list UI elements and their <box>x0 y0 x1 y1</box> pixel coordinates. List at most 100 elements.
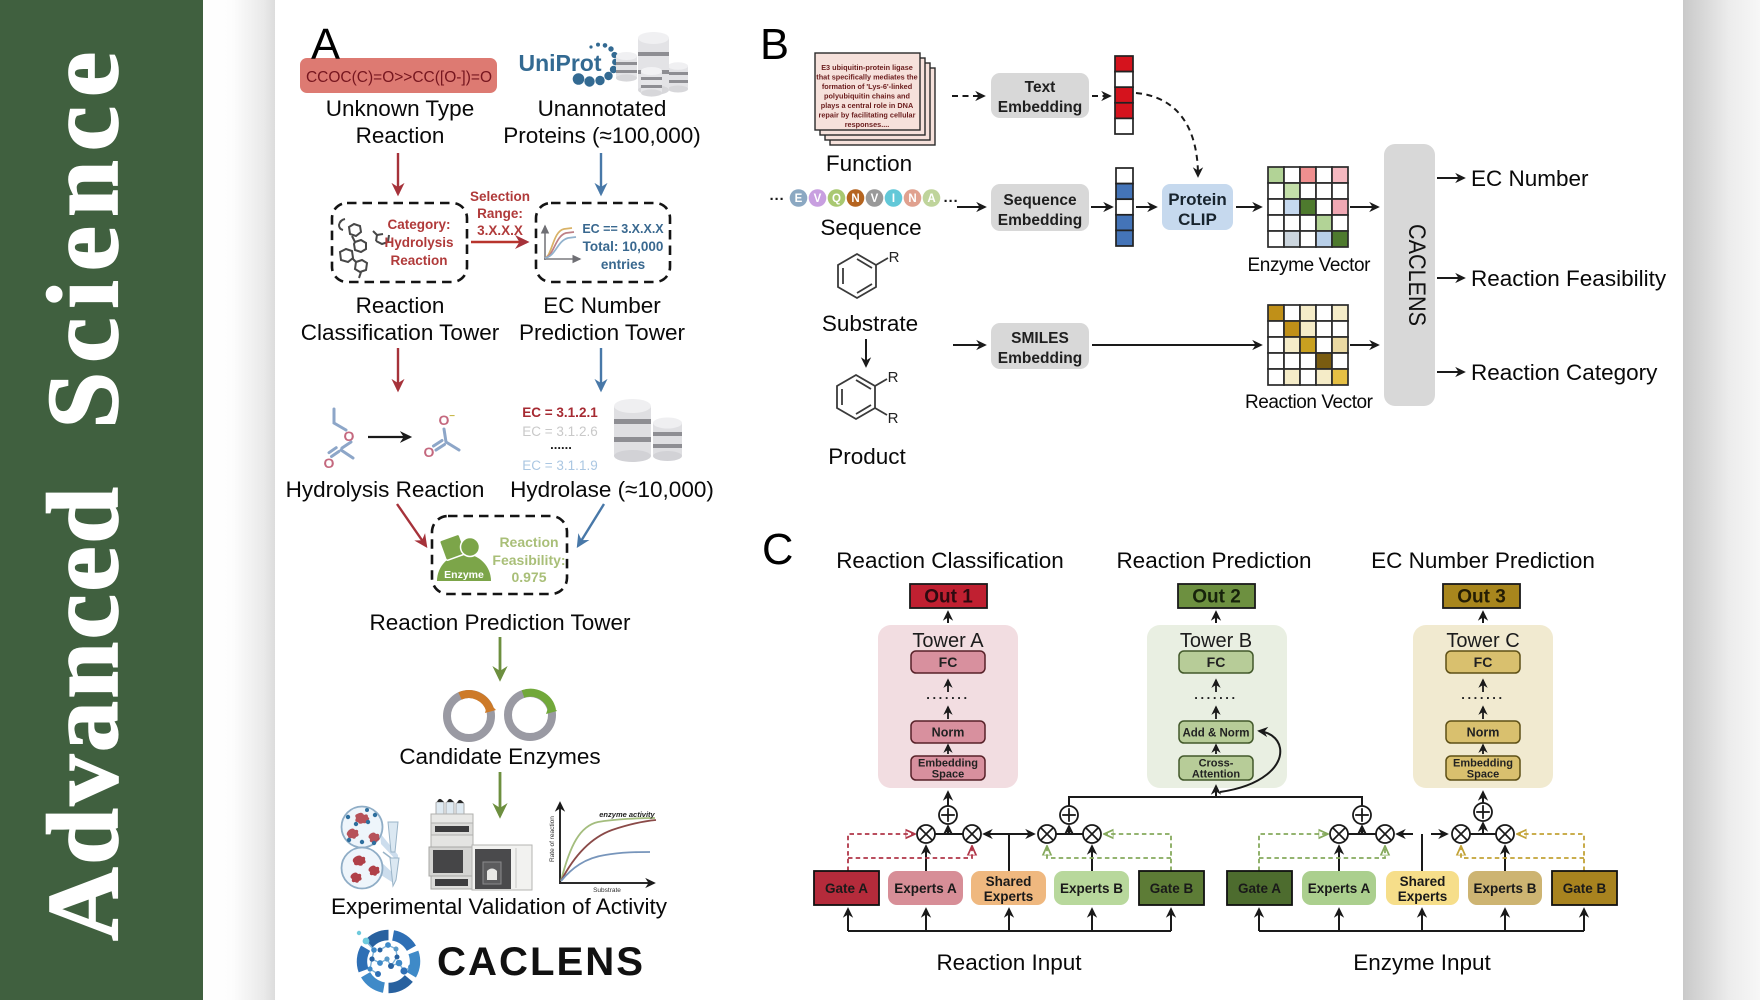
svg-text:Reaction: Reaction <box>356 123 445 148</box>
svg-text:Text: Text <box>1025 79 1056 96</box>
svg-text:Substrate: Substrate <box>593 887 621 894</box>
svg-text:EC = 3.1.2.6: EC = 3.1.2.6 <box>522 424 597 439</box>
svg-text:Feasibility:: Feasibility: <box>492 552 565 568</box>
svg-text:A: A <box>311 21 340 69</box>
svg-text:Reaction Vector: Reaction Vector <box>1245 392 1374 413</box>
svg-text:Experts: Experts <box>984 889 1034 904</box>
svg-text:entries: entries <box>601 257 645 272</box>
svg-text:Protein: Protein <box>1168 190 1227 209</box>
svg-text:Hydrolase (≈10,000): Hydrolase (≈10,000) <box>510 477 714 502</box>
svg-text:CLIP: CLIP <box>1178 210 1217 229</box>
svg-text:Gate A: Gate A <box>1238 881 1281 896</box>
svg-text:Reaction: Reaction <box>390 253 447 268</box>
svg-text:E: E <box>795 193 803 205</box>
svg-text:Out 1: Out 1 <box>924 587 973 608</box>
svg-text:.......: ....... <box>926 687 969 702</box>
svg-text:Unknown Type: Unknown Type <box>326 96 474 121</box>
svg-text:formation of 'Lys-6'-linked: formation of 'Lys-6'-linked <box>822 82 912 91</box>
svg-text:Norm: Norm <box>932 726 965 740</box>
svg-text:Reaction Prediction Tower: Reaction Prediction Tower <box>370 610 631 635</box>
svg-text:Gate A: Gate A <box>825 881 868 896</box>
svg-text:O: O <box>439 412 450 428</box>
svg-text:Substrate: Substrate <box>822 311 918 336</box>
svg-text:that specifically mediates the: that specifically mediates the <box>816 73 917 82</box>
svg-text:Classification Tower: Classification Tower <box>301 320 500 345</box>
svg-text:.......: ....... <box>1461 687 1504 702</box>
svg-text:Cross-: Cross- <box>1199 758 1234 770</box>
svg-text:CACLENS: CACLENS <box>437 940 645 984</box>
svg-text:Sequence: Sequence <box>1003 192 1077 209</box>
svg-text:EC == 3.X.X.X: EC == 3.X.X.X <box>582 222 664 236</box>
svg-text:polyubiquitin chains and: polyubiquitin chains and <box>824 92 910 101</box>
svg-text:Hydrolysis: Hydrolysis <box>384 235 453 250</box>
svg-text:O: O <box>424 444 435 460</box>
svg-text:FC: FC <box>1207 654 1226 670</box>
svg-text:Experts B: Experts B <box>1060 881 1123 896</box>
svg-text:Attention: Attention <box>1192 769 1241 781</box>
svg-text:R: R <box>888 369 899 386</box>
svg-text:Embedding: Embedding <box>918 758 978 770</box>
svg-text:Space: Space <box>1467 769 1499 781</box>
svg-text:enzyme activity: enzyme activity <box>599 810 655 819</box>
svg-text:A: A <box>927 193 935 205</box>
svg-text:CCOC(C)=O>>CC([O-])=O: CCOC(C)=O>>CC([O-])=O <box>306 69 492 86</box>
svg-text:responses....: responses.... <box>845 120 890 129</box>
svg-text:Total: 10,000: Total: 10,000 <box>583 239 664 254</box>
svg-text:···: ··· <box>944 193 959 210</box>
svg-text:Shared: Shared <box>1400 874 1446 889</box>
svg-text:B: B <box>760 21 789 69</box>
svg-text:CACLENS: CACLENS <box>1403 224 1430 326</box>
svg-text:Out 3: Out 3 <box>1457 587 1506 608</box>
svg-text:Selection: Selection <box>470 189 530 204</box>
svg-text:Prediction Tower: Prediction Tower <box>519 320 685 345</box>
svg-text:Tower B: Tower B <box>1180 630 1252 652</box>
svg-text:Reaction Input: Reaction Input <box>936 950 1082 975</box>
svg-text:EC = 3.1.2.1: EC = 3.1.2.1 <box>522 405 598 420</box>
svg-text:plays a central role in DNA: plays a central role in DNA <box>821 101 914 110</box>
svg-text:Experts: Experts <box>1398 889 1448 904</box>
svg-text:I: I <box>892 193 895 205</box>
svg-text:SMILES: SMILES <box>1011 330 1069 347</box>
svg-text:0.975: 0.975 <box>511 569 546 585</box>
svg-text:3.X.X.X: 3.X.X.X <box>477 223 523 238</box>
svg-text:EC Number: EC Number <box>543 293 661 318</box>
svg-text:EC Number Prediction: EC Number Prediction <box>1371 548 1595 573</box>
svg-text:Add & Norm: Add & Norm <box>1182 728 1249 740</box>
svg-text:Reaction Category: Reaction Category <box>1471 360 1658 385</box>
svg-text:Gate B: Gate B <box>1150 881 1194 896</box>
svg-text:V: V <box>871 193 879 205</box>
svg-text:Norm: Norm <box>1467 726 1500 740</box>
svg-text:Reaction Classification: Reaction Classification <box>836 548 1064 573</box>
svg-text:Shared: Shared <box>986 874 1032 889</box>
svg-text:Hydrolysis Reaction: Hydrolysis Reaction <box>286 477 485 502</box>
svg-text:FC: FC <box>1474 654 1493 670</box>
svg-text:Function: Function <box>826 151 912 176</box>
svg-text:repair by facilitating cellula: repair by facilitating cellular <box>819 111 916 120</box>
svg-text:O: O <box>344 428 355 444</box>
svg-text:UniProt: UniProt <box>518 50 601 76</box>
svg-text:Q: Q <box>832 193 841 205</box>
svg-text:EC Number: EC Number <box>1471 166 1589 191</box>
svg-text:FC: FC <box>939 654 958 670</box>
svg-text:Reaction Feasibility: Reaction Feasibility <box>1471 266 1667 291</box>
svg-text:Reaction: Reaction <box>499 534 558 550</box>
svg-text:N: N <box>908 193 916 205</box>
svg-text:−: − <box>449 411 455 422</box>
svg-text:Enzyme Vector: Enzyme Vector <box>1248 255 1372 276</box>
svg-text:Range:: Range: <box>477 206 523 221</box>
svg-text:Proteins (≈100,000): Proteins (≈100,000) <box>503 123 700 148</box>
svg-text:Enzyme: Enzyme <box>444 569 484 581</box>
svg-text:......: ...... <box>550 437 572 452</box>
svg-text:R: R <box>888 410 899 427</box>
svg-text:Unannotated: Unannotated <box>538 96 667 121</box>
svg-text:Embedding: Embedding <box>1453 758 1513 770</box>
svg-text:Experts A: Experts A <box>894 881 957 896</box>
svg-text:Reaction: Reaction <box>356 293 445 318</box>
svg-text:Embedding: Embedding <box>998 99 1082 116</box>
svg-text:Space: Space <box>932 769 964 781</box>
svg-text:Sequence: Sequence <box>820 215 921 240</box>
svg-text:···: ··· <box>770 191 785 208</box>
svg-text:Product: Product <box>828 444 906 469</box>
svg-text:R: R <box>889 249 900 266</box>
svg-text:Embedding: Embedding <box>998 350 1082 367</box>
